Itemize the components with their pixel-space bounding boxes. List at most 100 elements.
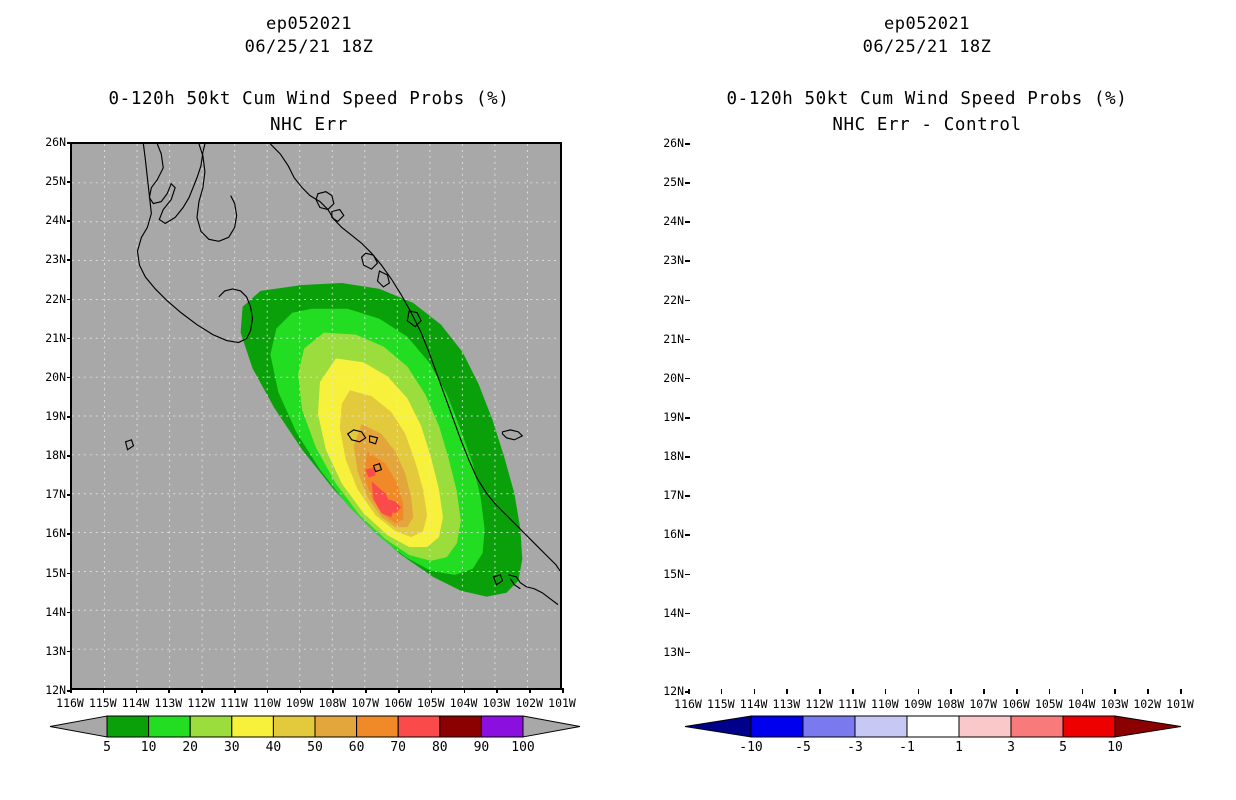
x-tick-mark <box>1081 689 1084 694</box>
x-tick-mark <box>430 688 433 693</box>
colorbar-tick-label: 90 <box>473 740 490 755</box>
colorbar-tick-label: 70 <box>390 740 407 755</box>
colorbar-tick-label: 40 <box>265 740 282 755</box>
x-tick-label: 115W <box>706 697 735 711</box>
y-axis-labels-left: 26N 25N 24N 23N 22N 21N 20N 19N 18N 17N 16N 15N 14N 1… <box>26 135 72 697</box>
y-tick-label: 23N <box>45 252 66 267</box>
x-tick-label: 111W <box>838 697 866 711</box>
x-tick-label: 108W <box>318 696 347 710</box>
x-axis-labels-right: 116W 115W 114W 113W 112W 111W 110W 109W 108W 107W… <box>674 689 1194 712</box>
y-tick-mark <box>67 376 72 379</box>
x-tick-label: 103W <box>482 696 511 710</box>
x-tick-label: 112W <box>805 697 834 711</box>
y-tick-mark <box>685 299 690 302</box>
x-tick-label: 106W <box>1002 697 1030 711</box>
x-tick-mark <box>688 689 690 694</box>
title-main-left: 0-120h 50kt Cum Wind Speed Probs (%) <box>108 89 510 109</box>
x-tick-mark <box>950 689 952 694</box>
x-tick-mark <box>852 689 854 694</box>
difference-colorbar: -10 -5 -3 -1 1 3 5 10 <box>663 714 1203 774</box>
x-tick-label: 114W <box>121 696 150 710</box>
title-main-right: 0-120h 50kt Cum Wind Speed Probs (%) <box>726 89 1128 109</box>
colorbar-tick-label: 5 <box>103 740 111 755</box>
datetime-left: 06/25/21 18Z <box>244 37 374 57</box>
colorbar-tick-label: 5 <box>1059 740 1067 755</box>
x-tick-mark <box>266 688 269 693</box>
y-tick-label: 22N <box>45 291 66 306</box>
x-tick-label: 102W <box>515 696 544 710</box>
colorbar-tick-label: 20 <box>182 740 199 755</box>
x-tick-label: 111W <box>220 696 248 710</box>
y-tick-label: 14N <box>663 605 684 620</box>
y-tick-mark <box>67 533 72 535</box>
y-tick-mark <box>67 298 72 301</box>
x-tick-label: 101W <box>548 696 576 710</box>
colorbar-tick-label: 80 <box>431 740 448 755</box>
x-tick-mark <box>720 689 723 694</box>
x-tick-label: 116W <box>56 696 84 710</box>
x-tick-mark <box>819 689 821 694</box>
x-tick-label: 102W <box>1133 697 1162 711</box>
x-tick-mark <box>332 688 334 693</box>
y-tick-label: 20N <box>45 369 66 384</box>
y-tick-mark <box>67 142 72 144</box>
y-tick-mark <box>67 650 72 653</box>
y-tick-label: 12N <box>45 683 66 697</box>
y-tick-mark <box>685 377 690 380</box>
y-tick-label: 18N <box>663 449 684 464</box>
colorbar-tick-label: 10 <box>140 740 157 755</box>
storm-id-right: ep052021 <box>884 14 970 34</box>
difference-colorbar-swatches <box>684 715 1182 738</box>
x-tick-label: 103W <box>1100 697 1129 711</box>
y-tick-label: 25N <box>663 175 684 190</box>
y-tick-mark <box>685 143 690 145</box>
y-tick-mark <box>685 651 690 654</box>
y-tick-mark <box>685 456 690 458</box>
y-tick-label: 17N <box>45 487 66 502</box>
x-tick-label: 116W <box>674 697 702 711</box>
title-sub-left: NHC Err <box>270 115 348 135</box>
x-tick-mark <box>753 689 756 694</box>
x-tick-label: 109W <box>903 697 932 711</box>
x-tick-label: 104W <box>449 696 478 710</box>
x-tick-mark <box>529 688 531 693</box>
y-tick-mark <box>67 259 72 261</box>
y-tick-label: 12N <box>663 684 684 698</box>
map-canvas-left <box>72 144 560 688</box>
probability-colorbar-swatches <box>49 715 581 738</box>
x-tick-label: 106W <box>384 696 412 710</box>
y-tick-label: 25N <box>45 174 66 189</box>
y-tick-mark <box>67 572 72 575</box>
x-tick-mark <box>1147 689 1149 694</box>
x-tick-mark <box>398 688 400 693</box>
y-tick-label: 15N <box>45 565 66 580</box>
x-tick-mark <box>562 688 564 693</box>
y-tick-mark <box>67 220 72 222</box>
y-tick-mark <box>685 495 690 497</box>
y-tick-mark <box>685 417 690 419</box>
y-tick-mark <box>685 573 690 576</box>
x-tick-label: 105W <box>416 696 445 710</box>
colorbar-tick-label: 10 <box>1107 740 1123 755</box>
x-tick-mark <box>463 688 466 693</box>
x-tick-mark <box>234 688 236 693</box>
probability-contours <box>240 282 523 597</box>
y-tick-label: 16N <box>45 526 66 541</box>
x-tick-mark <box>884 689 887 694</box>
y-tick-mark <box>67 181 72 183</box>
x-tick-label: 105W <box>1034 697 1063 711</box>
x-tick-mark <box>1048 689 1051 694</box>
coastline-left <box>124 144 560 606</box>
y-tick-label: 21N <box>45 330 66 345</box>
colorbar-tick-label: -1 <box>899 740 915 755</box>
y-tick-label: 18N <box>45 448 66 463</box>
y-tick-mark <box>685 338 690 341</box>
x-tick-label: 114W <box>739 697 768 711</box>
x-tick-label: 110W <box>252 696 281 710</box>
x-tick-mark <box>168 688 170 693</box>
y-tick-label: 17N <box>663 488 684 503</box>
y-tick-mark <box>685 691 690 693</box>
x-tick-mark <box>70 688 72 693</box>
colorbar-tick-label: 60 <box>348 740 365 755</box>
x-tick-label: 109W <box>285 696 314 710</box>
